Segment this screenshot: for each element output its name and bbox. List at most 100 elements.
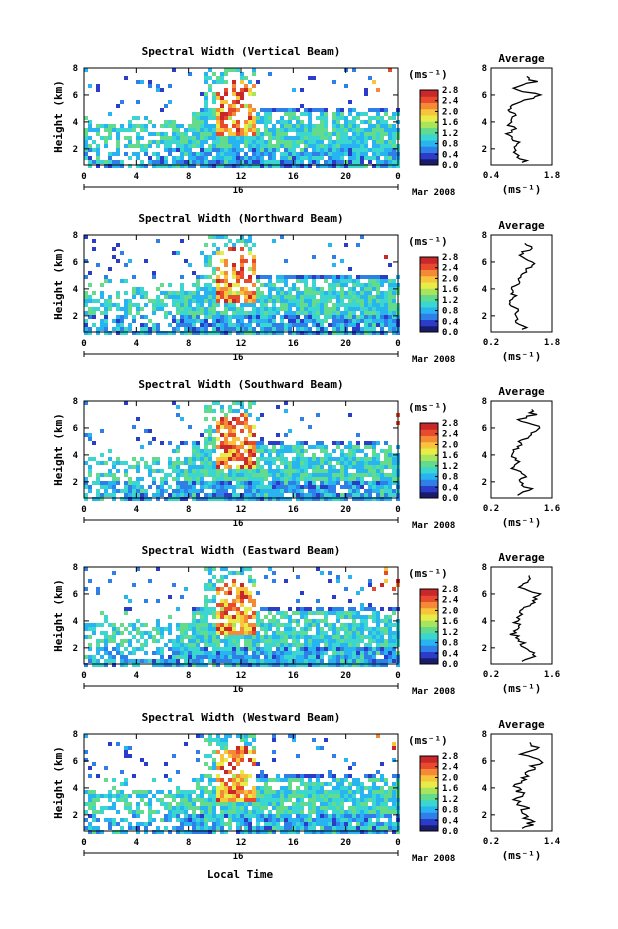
heatmap-cell <box>252 794 256 798</box>
heatmap-cell <box>236 774 240 778</box>
heatmap-cell <box>388 798 392 802</box>
heatmap-cell <box>224 323 228 327</box>
heatmap-cell <box>324 136 328 140</box>
heatmap-cell <box>268 311 272 315</box>
colorbar-segment <box>420 626 438 634</box>
heatmap-cell <box>220 627 224 631</box>
heatmap-cell <box>260 156 264 160</box>
heatmap-cell <box>300 778 304 782</box>
heatmap-cell <box>100 283 104 287</box>
heatmap-cell <box>88 798 92 802</box>
heatmap-cell <box>220 156 224 160</box>
heatmap-cell <box>224 461 228 465</box>
heatmap-cell <box>124 778 128 782</box>
heatmap-cell <box>304 291 308 295</box>
y-tick-label: 4 <box>73 617 79 627</box>
heatmap-cell <box>224 100 228 104</box>
heatmap-cell <box>148 144 152 148</box>
heatmap-cell <box>160 164 164 168</box>
heatmap-cell <box>288 311 292 315</box>
heatmap-cell <box>324 497 328 501</box>
heatmap-cell <box>100 136 104 140</box>
heatmap-cell <box>172 401 176 405</box>
heatmap-cell <box>148 299 152 303</box>
heatmap-cell <box>316 627 320 631</box>
heatmap-cell <box>248 497 252 501</box>
heatmap-cell <box>352 128 356 132</box>
heatmap-cell <box>240 271 244 275</box>
heatmap-cell <box>148 473 152 477</box>
heatmap-cell <box>300 156 304 160</box>
heatmap-cell <box>308 611 312 615</box>
heatmap-cell <box>316 651 320 655</box>
heatmap-cell <box>216 445 220 449</box>
heatmap-cell <box>368 639 372 643</box>
heatmap-cell <box>300 798 304 802</box>
heatmap-cell <box>124 647 128 651</box>
heatmap-cell <box>256 489 260 493</box>
heatmap-cell <box>92 627 96 631</box>
heatmap-cell <box>96 263 100 267</box>
heatmap-cell <box>292 331 296 335</box>
heatmap-cell <box>364 481 368 485</box>
heatmap-cell <box>228 429 232 433</box>
heatmap-cell <box>352 160 356 164</box>
heatmap-cell <box>328 160 332 164</box>
heatmap-cell <box>216 655 220 659</box>
heatmap-cell <box>220 579 224 583</box>
heatmap-cell <box>84 128 88 132</box>
heatmap-cell <box>232 782 236 786</box>
heatmap-cell <box>388 643 392 647</box>
heatmap-cell <box>216 485 220 489</box>
heatmap-cell <box>304 481 308 485</box>
heatmap-cell <box>120 319 124 323</box>
heatmap-cell <box>232 291 236 295</box>
heatmap-cell <box>252 327 256 331</box>
heatmap-cell <box>104 647 108 651</box>
heatmap-cell <box>376 144 380 148</box>
heatmap-cell <box>184 647 188 651</box>
heatmap-cell <box>204 465 208 469</box>
heatmap-cell <box>180 655 184 659</box>
average-x-tick-label: 0.2 <box>483 338 499 348</box>
heatmap-cell <box>248 465 252 469</box>
heatmap-cell <box>200 477 204 481</box>
heatmap-cell <box>220 798 224 802</box>
heatmap-cell <box>116 140 120 144</box>
heatmap-cell <box>272 738 276 742</box>
heatmap-cell <box>248 461 252 465</box>
heatmap-cell <box>224 493 228 497</box>
heatmap-cell <box>264 108 268 112</box>
heatmap-cell <box>332 635 336 639</box>
heatmap-cell <box>388 136 392 140</box>
heatmap-cell <box>232 806 236 810</box>
heatmap-cell <box>208 311 212 315</box>
x-tick-label: 20 <box>340 172 351 182</box>
heatmap-cell <box>352 806 356 810</box>
heatmap-cell <box>244 239 248 243</box>
heatmap-cell <box>236 148 240 152</box>
heatmap-cell <box>224 271 228 275</box>
heatmap-cell <box>188 319 192 323</box>
heatmap-cell <box>248 425 252 429</box>
heatmap-cell <box>392 611 396 615</box>
heatmap-cell <box>320 445 324 449</box>
heatmap-cell <box>256 591 260 595</box>
heatmap-cell <box>316 164 320 168</box>
heatmap-cell <box>220 112 224 116</box>
heatmap-cell <box>236 798 240 802</box>
heatmap-cell <box>196 631 200 635</box>
heatmap-cell <box>160 136 164 140</box>
heatmap-cell <box>332 489 336 493</box>
heatmap-cell <box>272 579 276 583</box>
colorbar <box>420 589 438 665</box>
heatmap-cell <box>112 639 116 643</box>
heatmap-cell <box>292 774 296 778</box>
heatmap-cell <box>192 311 196 315</box>
heatmap-cell <box>192 655 196 659</box>
heatmap-cell <box>128 802 132 806</box>
colorbar-segment <box>420 435 438 443</box>
heatmap-cell <box>200 112 204 116</box>
heatmap-cell <box>180 790 184 794</box>
heatmap-cell <box>252 786 256 790</box>
